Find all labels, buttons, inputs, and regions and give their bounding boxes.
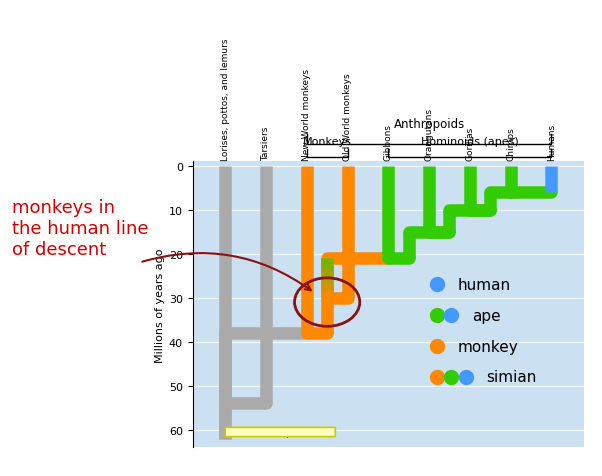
Text: Gorillas: Gorillas xyxy=(465,126,474,160)
Text: monkeys in
the human line
of descent: monkeys in the human line of descent xyxy=(12,199,149,258)
Y-axis label: Millions of years ago: Millions of years ago xyxy=(155,248,164,362)
Text: Gibbons: Gibbons xyxy=(384,124,393,160)
Text: Chimps: Chimps xyxy=(506,127,515,160)
Text: Hominoids (apes): Hominoids (apes) xyxy=(421,137,519,147)
Text: Old World monkeys: Old World monkeys xyxy=(343,73,352,160)
Point xyxy=(447,312,456,319)
Text: Ancestral primate: Ancestral primate xyxy=(237,427,324,437)
Text: Tarsiers: Tarsiers xyxy=(261,126,270,160)
Text: Lorises, pottos, and lemurs: Lorises, pottos, and lemurs xyxy=(221,38,230,160)
Point xyxy=(447,373,456,381)
Text: Orangutans: Orangutans xyxy=(424,108,433,160)
Text: simian: simian xyxy=(486,370,536,385)
Text: Humans: Humans xyxy=(547,123,556,160)
Point xyxy=(432,281,442,288)
Point xyxy=(461,373,471,381)
Text: monkey: monkey xyxy=(458,339,518,354)
Point xyxy=(432,373,442,381)
Text: ape: ape xyxy=(472,308,500,323)
Text: human: human xyxy=(458,278,510,292)
Text: Monkeys: Monkeys xyxy=(303,137,352,147)
Text: New World monkeys: New World monkeys xyxy=(302,69,311,160)
Text: Anthropoids: Anthropoids xyxy=(394,118,465,131)
Point xyxy=(432,343,442,350)
Point xyxy=(432,312,442,319)
FancyBboxPatch shape xyxy=(225,427,335,436)
